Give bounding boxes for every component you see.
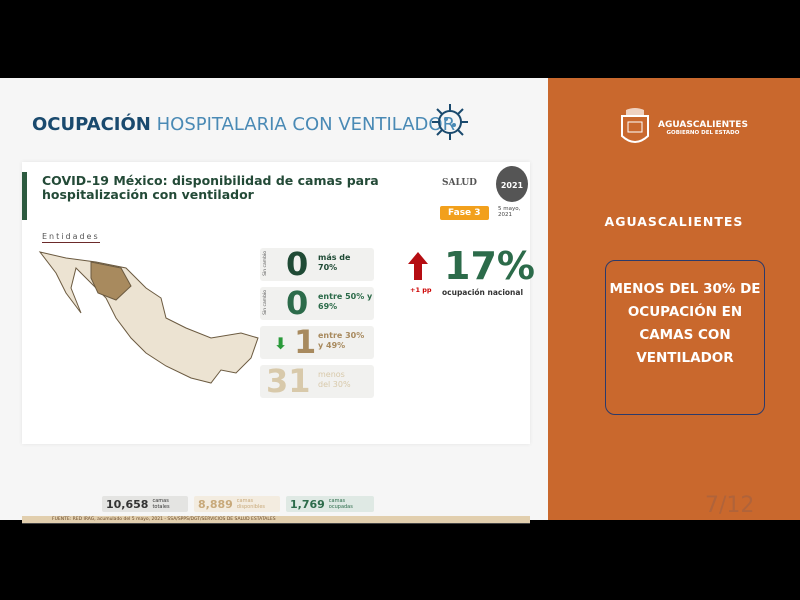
fase-badge: Fase 3 bbox=[440, 206, 489, 220]
total-beds: 10,658 camas totales bbox=[102, 496, 188, 512]
stat-side-label: Sin cambio bbox=[263, 290, 268, 315]
stat-number: 31 bbox=[266, 362, 311, 400]
arrow-down-icon: ⬇ bbox=[274, 334, 288, 353]
stat-label: menos del 30% bbox=[318, 370, 351, 389]
message-box: MENOS DEL 30% DE OCUPACIÓN EN CAMAS CON … bbox=[605, 260, 765, 415]
accent-bar bbox=[22, 172, 27, 220]
virus-icon bbox=[432, 104, 468, 140]
mexico-map bbox=[38, 251, 259, 384]
slide-title: OCUPACIÓN HOSPITALARIA CON VENTILADOR bbox=[32, 114, 455, 135]
stat-number: 0 bbox=[286, 284, 309, 322]
stat-number: 0 bbox=[286, 245, 309, 283]
stat-number: 1 bbox=[294, 323, 317, 361]
stat-side-label: Sin cambio bbox=[263, 251, 268, 276]
title-rest: HOSPITALARIA CON VENTILADOR bbox=[156, 114, 456, 135]
arrow-up-icon bbox=[408, 252, 428, 280]
stat-label: más de 70% bbox=[318, 253, 351, 272]
national-occupancy: 17% bbox=[444, 244, 535, 288]
entidades-label: Entidades bbox=[42, 232, 100, 243]
coat-of-arms-icon bbox=[621, 108, 649, 143]
total-number: 10,658 bbox=[106, 497, 149, 511]
stat-label: entre 50% y 69% bbox=[318, 292, 373, 311]
year-seal: 2021 bbox=[496, 166, 528, 202]
total-label: camas totales bbox=[152, 498, 170, 510]
page-counter: 7/12 bbox=[705, 493, 755, 518]
stat-30-49: ⬇ 1 entre 30% y 49% bbox=[260, 323, 374, 361]
national-occupancy-label: ocupación nacional bbox=[442, 288, 524, 297]
stat-below-30: 31 menos del 30% bbox=[260, 362, 374, 400]
aguascalientes-panel: AGUASCALIENTES GOBIERNO DEL ESTADO AGUASC… bbox=[548, 78, 800, 520]
occupied-beds: 1,769 camas ocupadas bbox=[286, 496, 374, 512]
total-label: camas ocupadas bbox=[328, 498, 353, 510]
stat-above-70: Sin cambio 0 más de 70% bbox=[260, 245, 374, 283]
change-label: +1 pp bbox=[410, 286, 432, 294]
state-title: AGUASCALIENTES bbox=[604, 214, 744, 229]
logo-name: AGUASCALIENTES bbox=[658, 120, 748, 130]
salud-logo: SALUD bbox=[442, 178, 477, 188]
stat-label: entre 30% y 49% bbox=[318, 331, 365, 350]
stat-50-69: Sin cambio 0 entre 50% y 69% bbox=[260, 284, 374, 322]
report-date: 5 mayo, 2021 bbox=[498, 206, 521, 218]
slide-content: OCUPACIÓN HOSPITALARIA CON VENTILADOR CO… bbox=[0, 78, 548, 524]
title-bold: OCUPACIÓN bbox=[32, 114, 151, 135]
total-label: camas disponibles bbox=[236, 498, 265, 510]
available-beds: 8,889 camas disponibles bbox=[194, 496, 280, 512]
source-footer: FUENTE: RED IRAG, acumulado del 5 mayo, … bbox=[22, 516, 530, 524]
hospital-occupancy-card: COVID-19 México: disponibilidad de camas… bbox=[22, 162, 535, 524]
presentation-slide: OCUPACIÓN HOSPITALARIA CON VENTILADOR CO… bbox=[0, 78, 800, 524]
total-number: 8,889 bbox=[198, 497, 233, 511]
logo-subtitle: GOBIERNO DEL ESTADO bbox=[666, 130, 740, 136]
government-logo: AGUASCALIENTES GOBIERNO DEL ESTADO bbox=[618, 108, 748, 148]
card-heading: COVID-19 México: disponibilidad de camas… bbox=[42, 173, 379, 202]
total-number: 1,769 bbox=[290, 497, 325, 511]
